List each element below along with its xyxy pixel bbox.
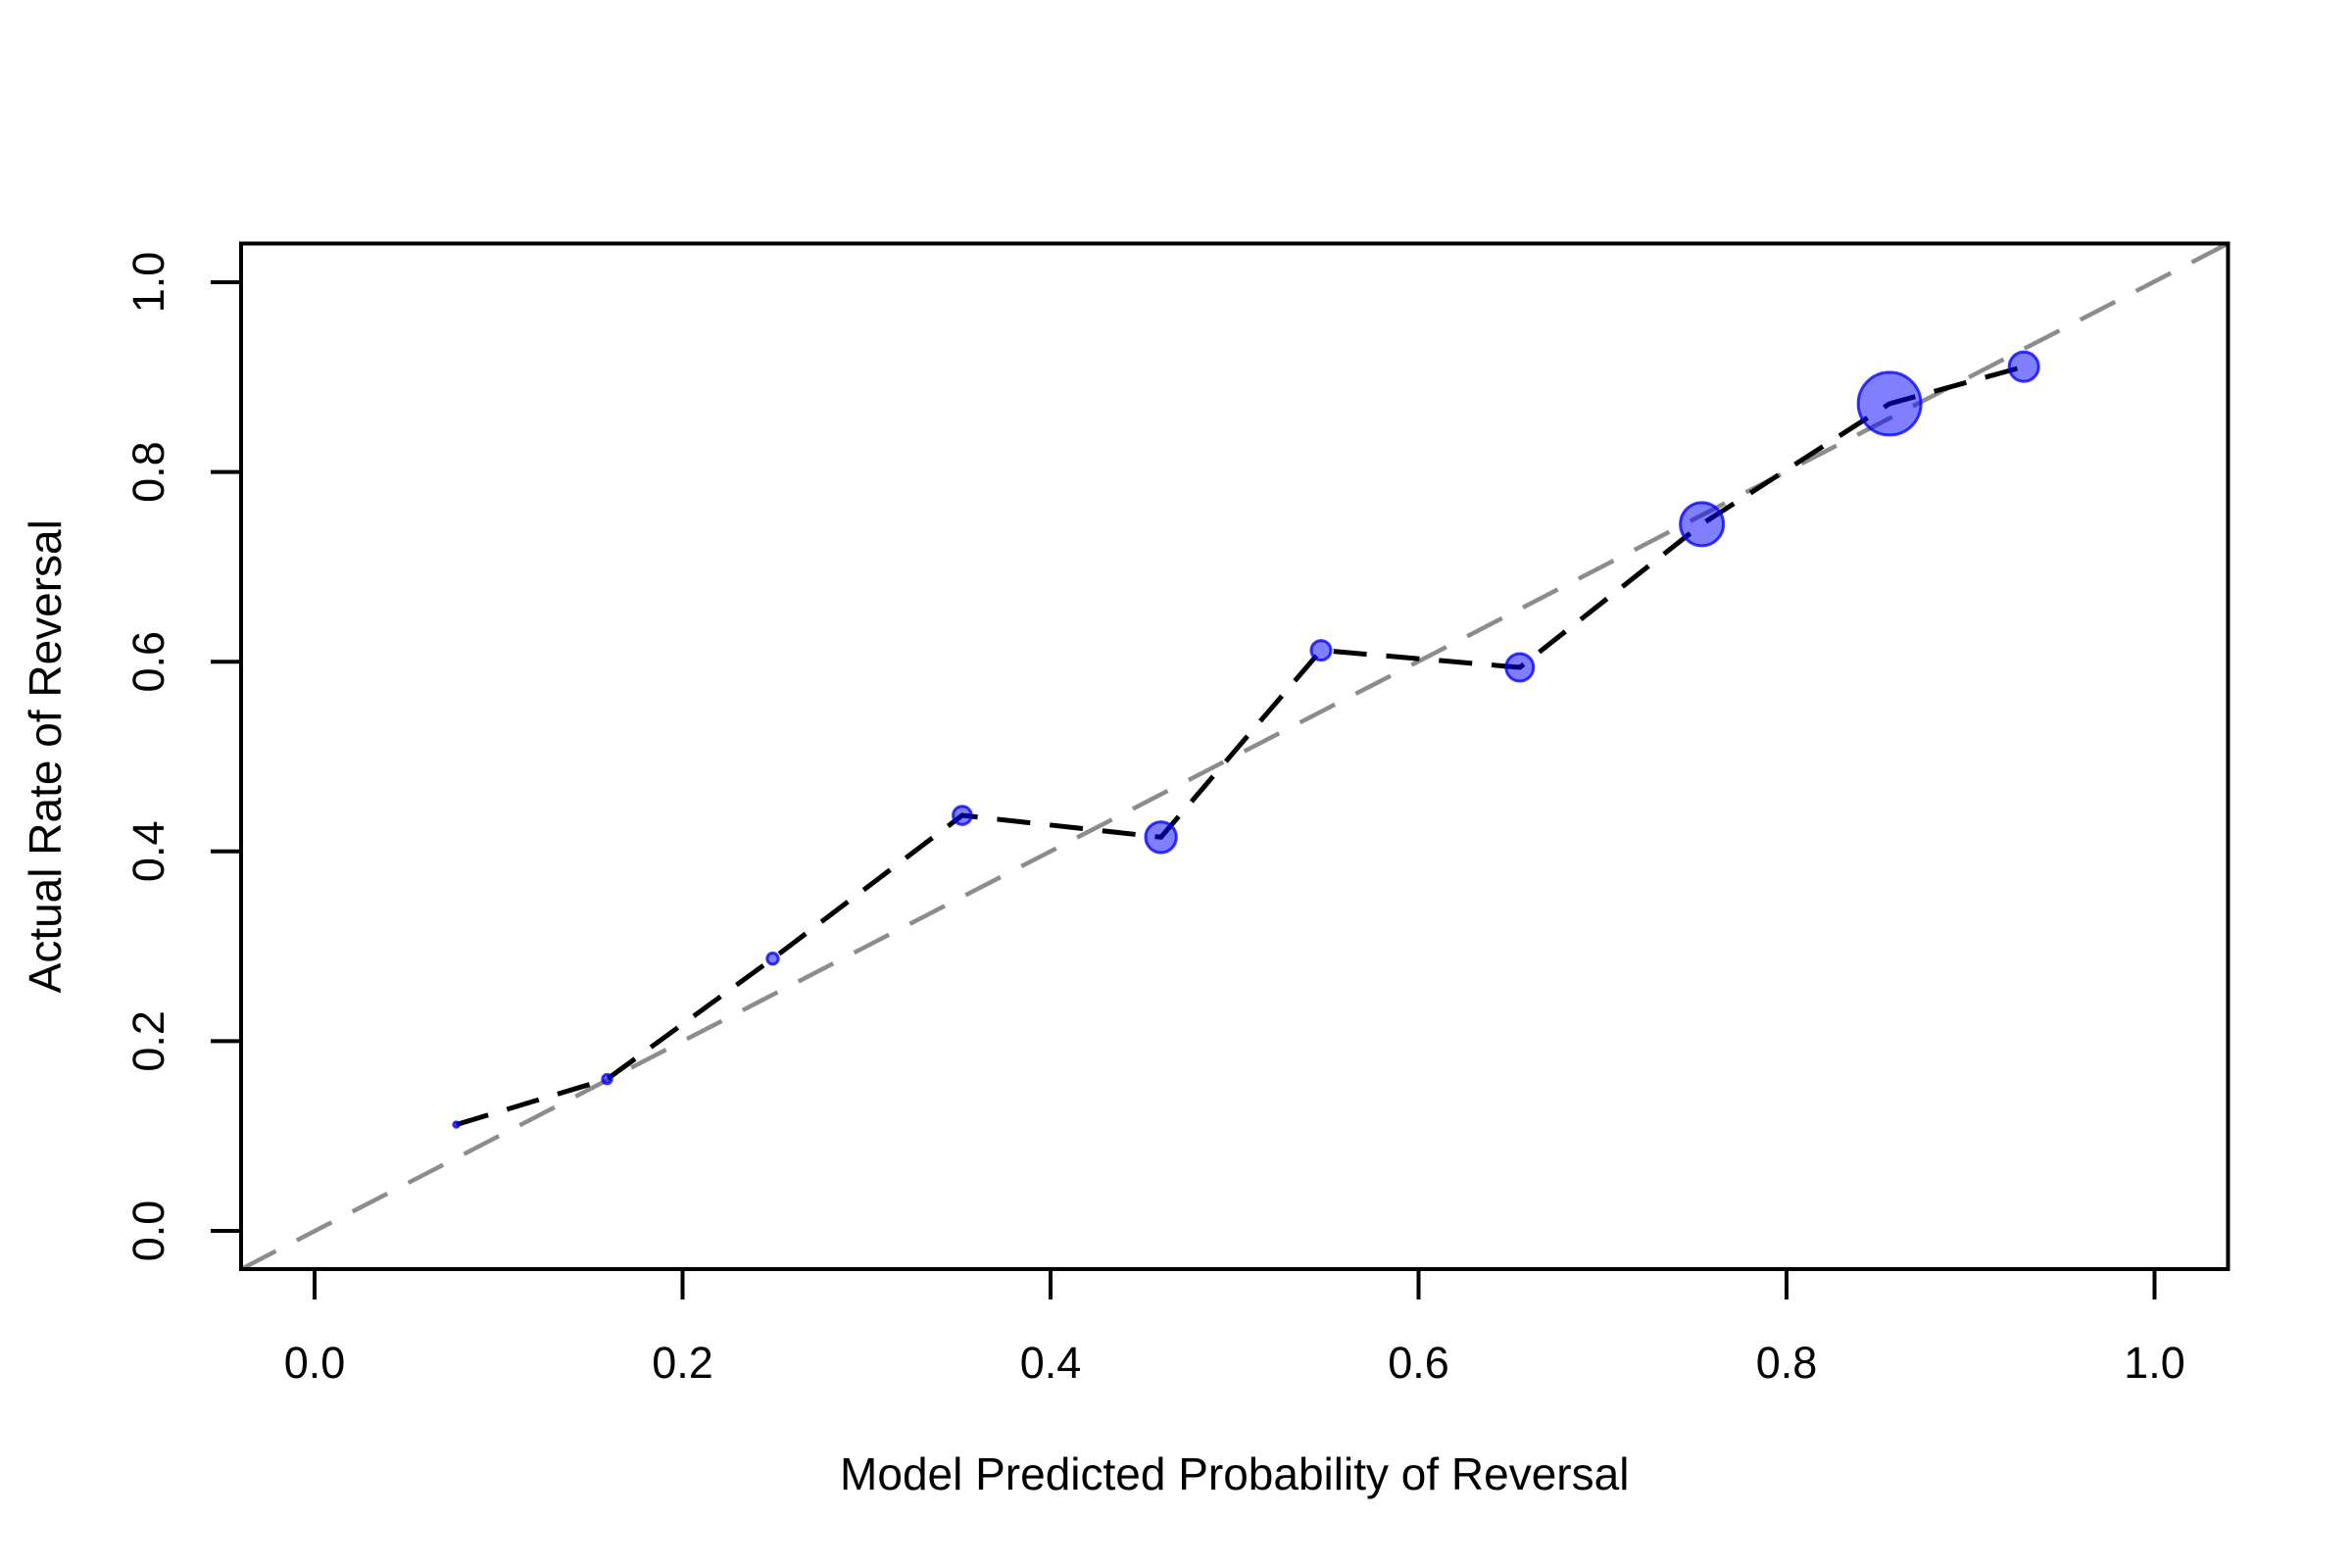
x-axis-tick-label: 0.4 xyxy=(1020,1338,1082,1388)
x-axis-tick-label: 1.0 xyxy=(2124,1338,2185,1388)
x-axis-title: Model Predicted Probability of Reversal xyxy=(840,1448,1629,1499)
y-axis-tick-label: 0.2 xyxy=(123,1010,173,1072)
x-axis: 0.0 0.2 0.4 0.6 0.8 1.0 xyxy=(284,1269,2185,1388)
y-axis-title: Actual Rate of Reversal xyxy=(20,519,71,993)
data-point xyxy=(1144,820,1178,855)
data-point xyxy=(601,1072,613,1086)
data-point xyxy=(1679,501,1726,548)
x-axis-tick-label: 0.8 xyxy=(1756,1338,1818,1388)
data-point xyxy=(1504,652,1536,683)
data-point xyxy=(1856,370,1923,437)
data-point xyxy=(1309,639,1333,662)
bubble-marker-layer xyxy=(452,350,2040,1129)
y-axis: 0.0 0.2 0.4 0.6 0.8 1.0 xyxy=(123,252,241,1262)
y-axis-tick-label: 0.8 xyxy=(123,441,173,503)
x-axis-tick-label: 0.6 xyxy=(1388,1338,1449,1388)
data-point xyxy=(765,951,780,966)
data-point xyxy=(2007,350,2040,383)
series-line-layer xyxy=(455,364,2025,1127)
calibration-line xyxy=(455,364,2025,1127)
plot-box-border xyxy=(239,241,2230,1271)
y-axis-tick-label: 0.6 xyxy=(123,631,173,693)
data-point xyxy=(452,1120,461,1129)
x-axis-tick-label: 0.0 xyxy=(284,1338,346,1388)
x-axis-tick-label: 0.2 xyxy=(652,1338,713,1388)
y-axis-tick-label: 0.0 xyxy=(123,1200,173,1262)
data-point xyxy=(952,805,973,826)
y-axis-tick-label: 0.4 xyxy=(123,821,173,883)
y-axis-tick-label: 1.0 xyxy=(123,252,173,314)
